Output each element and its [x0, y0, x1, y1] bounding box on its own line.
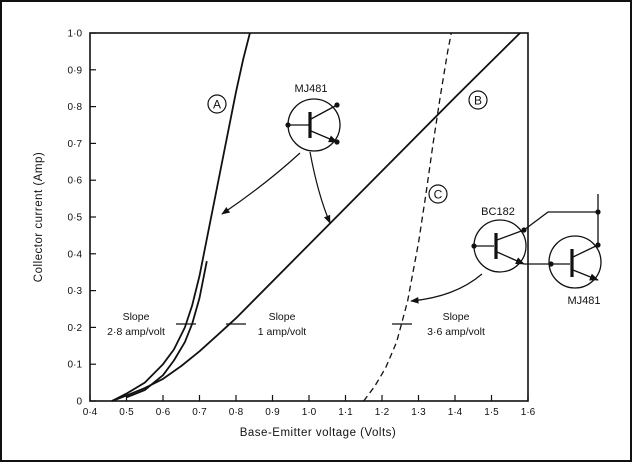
pointer-arrow-to-c: [410, 273, 483, 304]
y-tick-label: 1·0: [68, 29, 83, 40]
x-tick-label: 1·3: [411, 407, 426, 418]
svg-text:A: A: [213, 98, 221, 112]
pointer-arrow-to-a: [221, 152, 301, 215]
x-tick-label: 1·2: [375, 407, 390, 418]
x-tick-label: 1·1: [338, 407, 353, 418]
transistor-symbol-mj481-top: MJ481: [285, 83, 341, 152]
y-tick-label: 0·8: [68, 102, 83, 113]
x-tick-label: 0·5: [119, 407, 134, 418]
pointer-arrow-to-b: [309, 151, 331, 224]
series-line-3: [363, 32, 452, 402]
svg-text:C: C: [434, 188, 443, 202]
slope-note-b-line2: 1 amp/volt: [258, 326, 307, 338]
x-axis-ticks: 0·4 0·5 0·6 0·7 0·8 0·9 1·0 1·1 1·2 1·3 1·4 1·5 1·6: [83, 395, 536, 418]
device-label-bc182: BC182: [481, 206, 515, 218]
y-tick-label: 0·4: [68, 249, 83, 260]
curve-tag-b: B: [468, 90, 488, 110]
y-axis-ticks: 0 0·1 0·2 0·3 0·4 0·5 0·6 0·7 0·8 0·9 1·0: [68, 29, 96, 408]
x-tick-label: 0·4: [83, 407, 98, 418]
y-axis-title: Collector current (Amp): [33, 152, 45, 282]
series-layer: [111, 32, 521, 402]
device-label-mj481-power: MJ481: [567, 295, 600, 307]
y-tick-label: 0·9: [68, 65, 83, 76]
svg-text:B: B: [474, 94, 482, 108]
series-line-2: [111, 32, 521, 402]
y-tick-label: 0·7: [68, 139, 83, 150]
slope-note-c-line1: Slope: [443, 311, 470, 323]
slope-note-c-line2: 3·6 amp/volt: [427, 326, 485, 338]
x-tick-label: 1·5: [484, 407, 499, 418]
x-tick-label: 0·6: [156, 407, 171, 418]
y-tick-label: 0·1: [68, 360, 83, 371]
curve-tag-c: C: [428, 184, 448, 204]
darlington-pair-symbol: BC182 MJ481: [471, 194, 602, 307]
y-tick-label: 0·6: [68, 176, 83, 187]
curve-tag-a: A: [207, 94, 227, 114]
y-tick-label: 0·5: [68, 213, 83, 224]
slope-note-a-line2: 2·8 amp/volt: [107, 326, 165, 338]
device-label-mj481-top: MJ481: [294, 83, 327, 95]
x-tick-label: 1·0: [302, 407, 317, 418]
y-tick-label: 0·2: [68, 323, 83, 334]
x-tick-label: 1·4: [448, 407, 463, 418]
series-line-0: [111, 32, 251, 402]
x-tick-label: 0·8: [229, 407, 244, 418]
x-tick-label: 1·6: [521, 407, 536, 418]
x-axis-title: Base-Emitter voltage (Volts): [240, 427, 397, 439]
slope-note-b-line1: Slope: [269, 311, 296, 323]
x-tick-label: 0·9: [265, 407, 280, 418]
y-tick-label: 0·3: [68, 286, 83, 297]
y-tick-label: 0: [76, 397, 82, 408]
x-tick-label: 0·7: [192, 407, 207, 418]
slope-note-a-line1: Slope: [123, 311, 150, 323]
